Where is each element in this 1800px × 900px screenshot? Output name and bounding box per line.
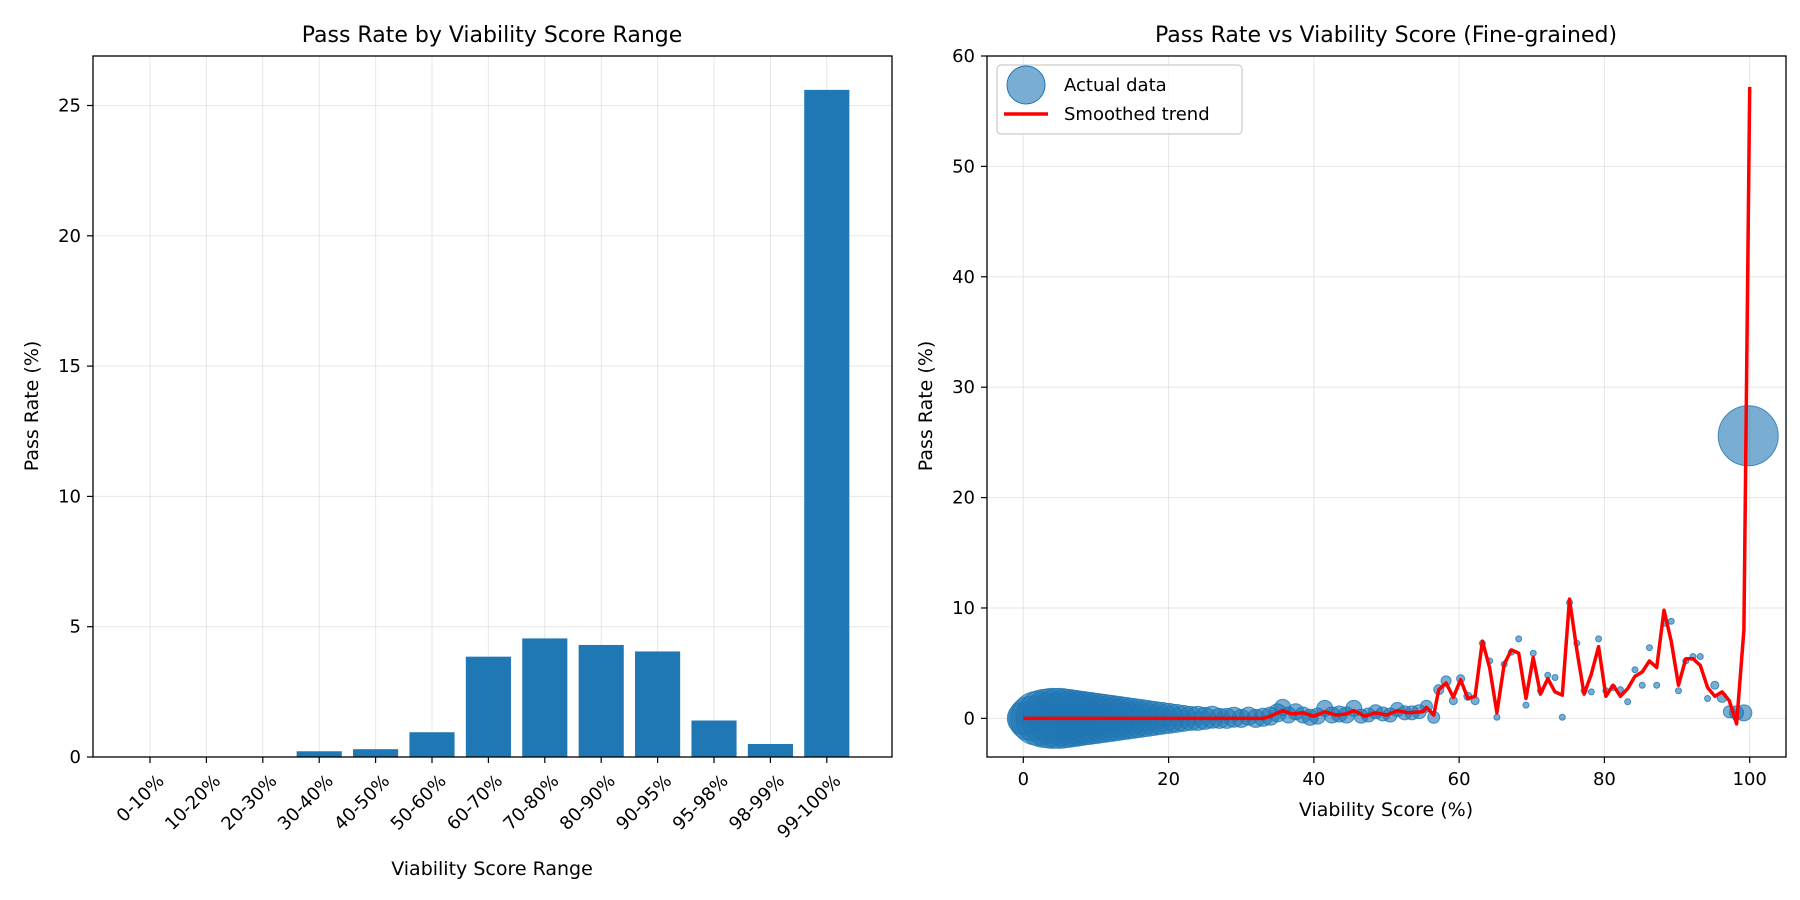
scatter-chart-y-tick-label: 30 [952,377,975,398]
scatter-chart-x-tick-label: 60 [1448,769,1471,790]
scatter-chart-y-axis-label: Pass Rate (%) [915,341,937,472]
bar-chart-x-axis-label: Viability Score Range [391,858,593,880]
scatter-point [1631,666,1639,674]
bar-chart-bars [296,89,850,758]
bar [578,644,624,757]
scatter-point [1704,694,1712,702]
scatter-chart-y-tick-label: 10 [952,598,975,619]
scatter-chart-x-tick-label: 80 [1593,769,1616,790]
scatter-point [1717,405,1779,467]
bar [522,638,568,757]
scatter-point [1493,713,1501,721]
legend-marker-actual-data [1006,65,1046,105]
scatter-point [1667,617,1675,625]
scatter-chart-panel: Pass Rate vs Viability Score (Fine-grain… [915,23,1787,821]
scatter-chart-y-tick-label: 20 [952,488,975,509]
scatter-chart-y-ticks: 0 10 20 30 40 50 60 [952,46,987,729]
bar-chart-y-tick-label: 10 [58,486,81,507]
bar-chart-y-tick-label: 0 [70,747,81,768]
bar [296,751,342,757]
scatter-chart-x-ticks: 0 20 40 60 80 100 [1018,757,1767,790]
scatter-point [1624,698,1632,706]
bar-chart-axes-frame [92,55,893,758]
bar [465,656,511,757]
scatter-point [1515,635,1523,643]
bar-chart-y-ticks: 0 5 10 15 20 25 [58,96,93,768]
scatter-chart-x-tick-label: 100 [1733,769,1767,790]
legend-box [996,64,1243,135]
bar [409,732,455,757]
scatter-point [1522,701,1530,709]
bar-chart-y-tick-label: 5 [70,617,81,638]
scatter-chart-y-tick-label: 40 [952,267,975,288]
scatter-chart-x-tick-label: 20 [1157,769,1180,790]
scatter-point [1587,688,1595,696]
scatter-chart-x-tick-label: 0 [1018,769,1029,790]
scatter-point [1696,653,1704,661]
smoothed-trend-line [1023,86,1752,726]
bar [635,651,681,757]
bar [353,749,399,757]
bar [691,720,737,757]
legend-label-smoothed-trend: Smoothed trend [1064,104,1210,125]
scatter-chart-legend: Actual data Smoothed trend [996,64,1243,135]
scatter-chart-y-tick-label: 0 [964,708,975,729]
scatter-point [1638,681,1646,689]
bar-chart-title: Pass Rate by Viability Score Range [302,23,683,48]
scatter-chart-y-tick-label: 50 [952,156,975,177]
scatter-point [1674,687,1682,695]
bar [747,743,793,757]
bar-chart-y-tick-label: 20 [58,226,81,247]
scatter-point [1551,674,1559,682]
bar-chart-y-tick-label: 25 [58,96,81,117]
scatter-point [1595,635,1603,643]
scatter-point [1529,649,1537,657]
scatter-point [1645,644,1653,652]
scatter-chart-y-tick-label: 60 [952,46,975,67]
bar-chart-y-axis-label: Pass Rate (%) [21,341,43,472]
scatter-point [1653,681,1661,689]
bar [804,89,850,758]
scatter-chart-x-axis-label: Viability Score (%) [1299,799,1473,821]
scatter-chart-x-tick-label: 40 [1302,769,1325,790]
scatter-chart-axes-frame [986,55,1787,758]
scatter-point [1710,680,1720,690]
bar-chart-y-tick-label: 15 [58,356,81,377]
legend-label-actual-data: Actual data [1064,75,1167,96]
scatter-point [1558,713,1566,721]
scatter-chart-title: Pass Rate vs Viability Score (Fine-grain… [1155,23,1617,48]
